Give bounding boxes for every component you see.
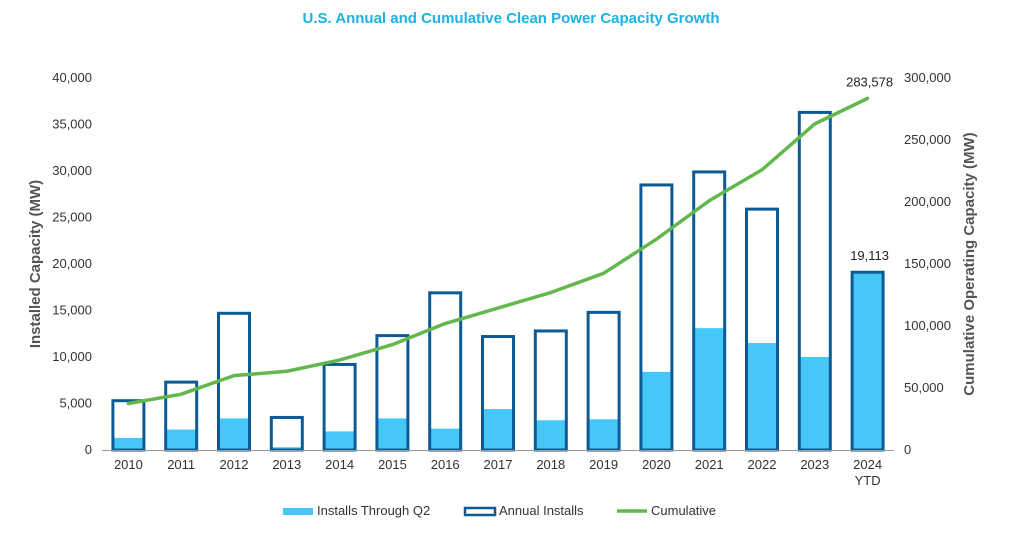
legend: Installs Through Q2 Annual Installs Cumula… [283,503,716,518]
y-tick-label: 5,000 [59,396,92,411]
x-tick-label: 2023 [800,457,829,472]
data-label: 283,578 [846,74,893,89]
bar-installs-through-q2 [324,431,356,450]
bar-installs-through-q2 [376,418,408,450]
y-axis-left: 0 5,000 10,000 15,000 20,000 25,000 30,000 35,0… [52,70,92,457]
x-tick-label: 2017 [484,457,513,472]
bar-installs-through-q2 [746,343,778,450]
x-tick-label: 2011 [167,457,195,472]
y-tick-label: 0 [85,442,92,457]
data-label: 19,113 [850,248,889,263]
x-axis: 2010 2011 2012 2013 2014 2015 2016 2017 2018 2019… [114,457,882,488]
x-tick-label: 2013 [272,457,301,472]
x-tick-label: 2018 [536,457,565,472]
x-tick-label: 2012 [220,457,249,472]
legend-label: Cumulative [651,503,716,518]
data-labels: 283,578 19,113 [846,74,893,263]
y-tick-label: 20,000 [52,256,92,271]
y2-tick-label: 300,000 [904,70,951,85]
bar-installs-through-q2 [482,409,514,450]
x-tick-label: 2024 YTD [853,457,882,488]
x-tick-label: 2015 [378,457,407,472]
y2-tick-label: 150,000 [904,256,951,271]
bar-installs-through-q2 [799,357,831,450]
y-tick-label: 10,000 [52,349,92,364]
legend-swatch [463,506,497,517]
bar-annual-installs [428,291,463,452]
bar-installs-through-q2 [165,429,197,450]
y2-tick-label: 50,000 [904,380,944,395]
y2-tick-label: 200,000 [904,194,951,209]
bar-installs-through-q2 [588,419,620,450]
y-tick-label: 15,000 [52,303,92,318]
x-tick-label: 2010 [114,457,143,472]
bar-installs-through-q2 [640,371,672,450]
y2-axis-title: Cumulative Operating Capacity (MW) [961,132,978,395]
x-tick-label: 2016 [431,457,460,472]
y2-tick-label: 100,000 [904,318,951,333]
bar-installs-through-q2 [429,428,461,450]
x-tick-label: 2021 [695,457,724,472]
cumulative-line-layer [126,96,870,406]
bars [111,110,885,452]
chart-title: U.S. Annual and Cumulative Clean Power C… [302,10,719,27]
x-tick-label: 2022 [748,457,777,472]
bar-annual-installs [269,415,304,452]
x-tick-label: 2020 [642,457,671,472]
y-tick-label: 25,000 [52,210,92,225]
bar-installs-through-q2 [852,272,884,450]
bar-installs-through-q2 [693,328,725,450]
y2-tick-label: 0 [904,442,911,457]
y-tick-label: 35,000 [52,117,92,132]
x-tick-label: 2014 [325,457,354,472]
bar-installs-through-q2 [112,437,144,450]
y-axis-title: Installed Capacity (MW) [27,180,44,348]
y-tick-label: 40,000 [52,70,92,85]
y2-tick-label: 250,000 [904,132,951,147]
y-axis-right: 0 50,000 100,000 150,000 200,000 250,000 300,0… [904,70,951,457]
legend-swatch [283,508,313,515]
y-tick-label: 30,000 [52,163,92,178]
legend-label: Annual Installs [499,503,584,518]
bar-installs-through-q2 [218,418,250,450]
bar-installs-through-q2 [535,420,567,450]
legend-label: Installs Through Q2 [317,503,430,518]
x-tick-label: 2019 [589,457,618,472]
